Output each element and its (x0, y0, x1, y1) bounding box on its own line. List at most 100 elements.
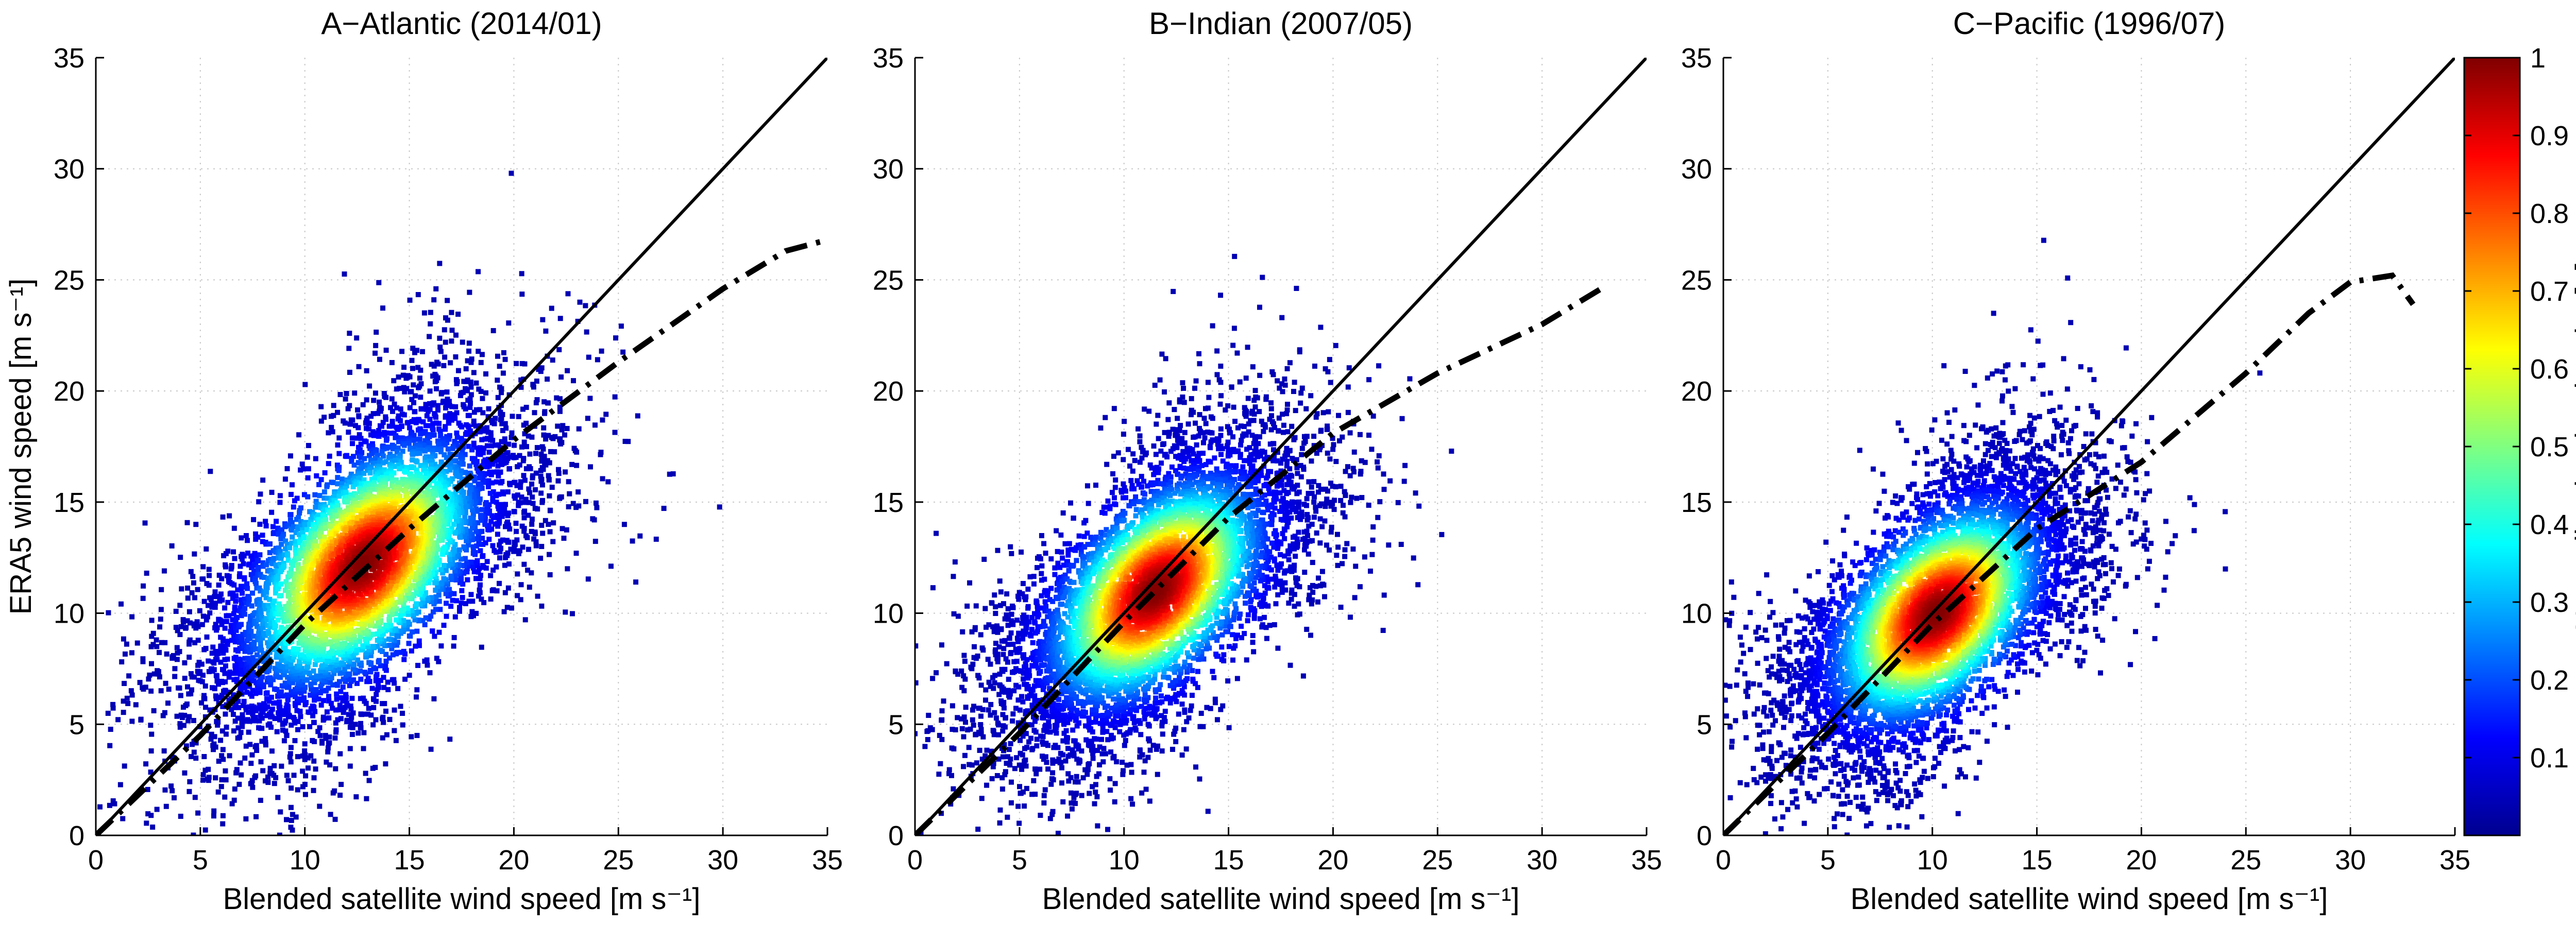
scatter-point (248, 628, 254, 634)
scatter-point (456, 523, 462, 529)
scatter-point (410, 611, 416, 616)
scatter-point (421, 569, 427, 574)
scatter-point (332, 788, 337, 794)
scatter-point (467, 490, 472, 495)
scatter-point (282, 552, 287, 557)
scatter-point (141, 583, 146, 589)
scatter-point (250, 784, 256, 790)
scatter-point (267, 721, 273, 727)
scatter-point (151, 708, 157, 713)
scatter-point (519, 494, 524, 500)
scatter-point (513, 521, 519, 526)
scatter-point (370, 722, 376, 728)
scatter-point (215, 789, 221, 795)
scatter-point (562, 432, 568, 438)
scatter-point (352, 423, 358, 429)
scatter-point (258, 677, 263, 682)
scatter-point (479, 596, 484, 602)
scatter-point (225, 639, 230, 644)
scatter-point (577, 299, 583, 305)
scatter-point (420, 419, 426, 425)
scatter-point (223, 777, 229, 783)
scatter-point (416, 385, 421, 390)
scatter-point (270, 561, 276, 567)
scatter-point (304, 596, 310, 602)
scatter-point (311, 653, 317, 659)
scatter-point (551, 520, 556, 526)
scatter-point (412, 393, 418, 399)
scatter-point (228, 628, 233, 634)
scatter-point (289, 817, 294, 823)
scatter-point (357, 668, 363, 674)
scatter-point (438, 581, 444, 587)
scatter-point (233, 702, 239, 708)
scatter-point (267, 675, 273, 681)
scatter-point (287, 650, 293, 656)
scatter-point (246, 602, 251, 607)
scatter-point (485, 527, 491, 533)
scatter-point (498, 411, 503, 417)
scatter-point (333, 657, 339, 663)
scatter-point (202, 827, 208, 833)
scatter-point (394, 449, 400, 455)
scatter-point (492, 521, 498, 527)
scatter-point (285, 618, 291, 624)
scatter-point (288, 745, 294, 750)
scatter-point (232, 718, 238, 724)
scatter-point (480, 450, 486, 455)
scatter-point (556, 467, 562, 472)
scatter-point (223, 564, 229, 570)
scatter-point (367, 453, 372, 458)
scatter-point (202, 696, 208, 701)
scatter-point (498, 480, 503, 486)
scatter-point (289, 582, 294, 588)
scatter-point (398, 704, 403, 709)
scatter-point (459, 456, 465, 461)
scatter-point (384, 446, 389, 451)
scatter-point (178, 813, 183, 819)
scatter-point (235, 587, 241, 593)
scatter-point (265, 704, 270, 710)
scatter-point (515, 593, 520, 598)
scatter-point (328, 664, 334, 670)
scatter-point (258, 610, 264, 616)
scatter-point (288, 661, 294, 667)
scatter-point (470, 492, 476, 498)
scatter-point (345, 703, 350, 709)
scatter-point (259, 647, 264, 653)
scatter-point (526, 433, 531, 439)
scatter-point (479, 518, 484, 523)
scatter-point (307, 522, 312, 527)
scatter-point (323, 504, 328, 510)
scatter-point (390, 408, 396, 414)
scatter-point (218, 643, 224, 649)
scatter-point (414, 601, 419, 607)
scatter-point (334, 521, 340, 526)
scatter-point (233, 620, 239, 625)
scatter-point (221, 667, 227, 673)
scatter-point (432, 522, 437, 527)
scatter-point (305, 475, 311, 481)
scatter-point (600, 417, 605, 423)
scatter-point (502, 356, 508, 362)
scatter-point (185, 684, 191, 690)
scatter-point (517, 482, 523, 488)
scatter-point (476, 269, 481, 275)
scatter-point (338, 695, 344, 700)
scatter-point (251, 633, 257, 639)
scatter-point (222, 657, 228, 662)
scatter-point (412, 409, 418, 415)
scatter-point (244, 690, 250, 695)
scatter-point (348, 704, 353, 709)
scatter-point (489, 513, 495, 519)
scatter-point (319, 677, 325, 682)
scatter-point (368, 414, 374, 419)
scatter-point (148, 723, 154, 728)
scatter-point (515, 548, 521, 554)
scatter-point (458, 503, 464, 508)
scatter-point (361, 621, 366, 626)
scatter-point (425, 494, 431, 500)
scatter-point (406, 641, 412, 646)
scatter-point (497, 470, 503, 475)
scatter-point (213, 696, 219, 701)
